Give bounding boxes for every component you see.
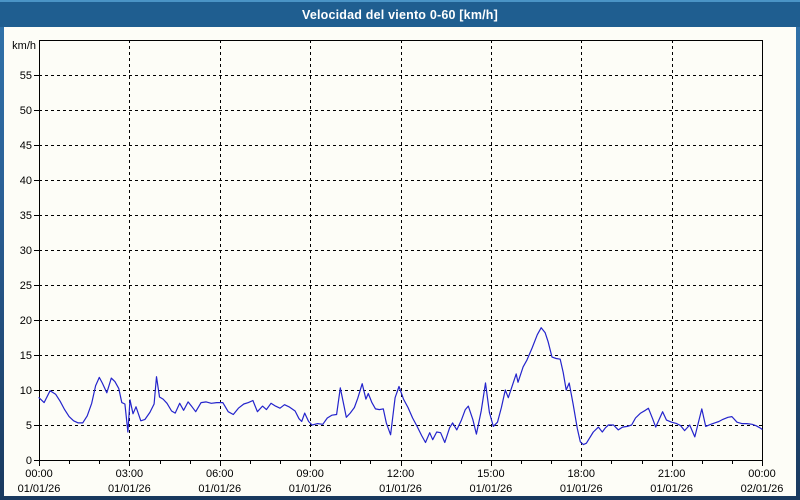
svg-text:01/01/26: 01/01/26	[289, 483, 332, 495]
svg-text:00:00: 00:00	[25, 468, 53, 480]
svg-text:01/01/26: 01/01/26	[650, 483, 693, 495]
svg-text:01/01/26: 01/01/26	[198, 483, 241, 495]
svg-text:15: 15	[20, 350, 32, 362]
svg-text:40: 40	[20, 175, 32, 187]
chart-title: Velocidad del viento 0-60 [km/h]	[301, 7, 499, 22]
chart-area: 0 5 10 15 20 25 30 35 40 45 50 55 km/h 00:00 01/01/26 0…	[4, 27, 796, 496]
svg-text:18:00: 18:00	[567, 468, 595, 480]
svg-text:20: 20	[20, 315, 32, 327]
svg-text:09:00: 09:00	[296, 468, 324, 480]
svg-text:10: 10	[20, 385, 32, 397]
svg-text:00:00: 00:00	[748, 468, 776, 480]
svg-text:km/h: km/h	[12, 40, 36, 52]
svg-text:25: 25	[20, 280, 32, 292]
svg-text:01/01/26: 01/01/26	[108, 483, 151, 495]
svg-text:15:00: 15:00	[477, 468, 505, 480]
svg-text:06:00: 06:00	[206, 468, 234, 480]
title-bar: Velocidad del viento 0-60 [km/h]	[0, 0, 800, 27]
svg-text:0: 0	[26, 455, 32, 467]
wind-speed-line	[38, 327, 763, 446]
svg-text:01/01/26: 01/01/26	[379, 483, 422, 495]
svg-text:12:00: 12:00	[387, 468, 415, 480]
svg-text:01/01/26: 01/01/26	[18, 483, 61, 495]
svg-text:03:00: 03:00	[116, 468, 144, 480]
wind-speed-chart: 0 5 10 15 20 25 30 35 40 45 50 55 km/h 00:00 01/01/26 0…	[12, 40, 784, 495]
svg-text:01/01/26: 01/01/26	[469, 483, 512, 495]
svg-text:30: 30	[20, 245, 32, 257]
svg-text:02/01/26: 02/01/26	[741, 483, 784, 495]
svg-text:45: 45	[20, 140, 32, 152]
svg-text:5: 5	[26, 420, 32, 432]
svg-text:01/01/26: 01/01/26	[560, 483, 603, 495]
svg-text:35: 35	[20, 210, 32, 222]
svg-text:21:00: 21:00	[658, 468, 686, 480]
svg-text:50: 50	[20, 105, 32, 117]
svg-text:55: 55	[20, 70, 32, 82]
